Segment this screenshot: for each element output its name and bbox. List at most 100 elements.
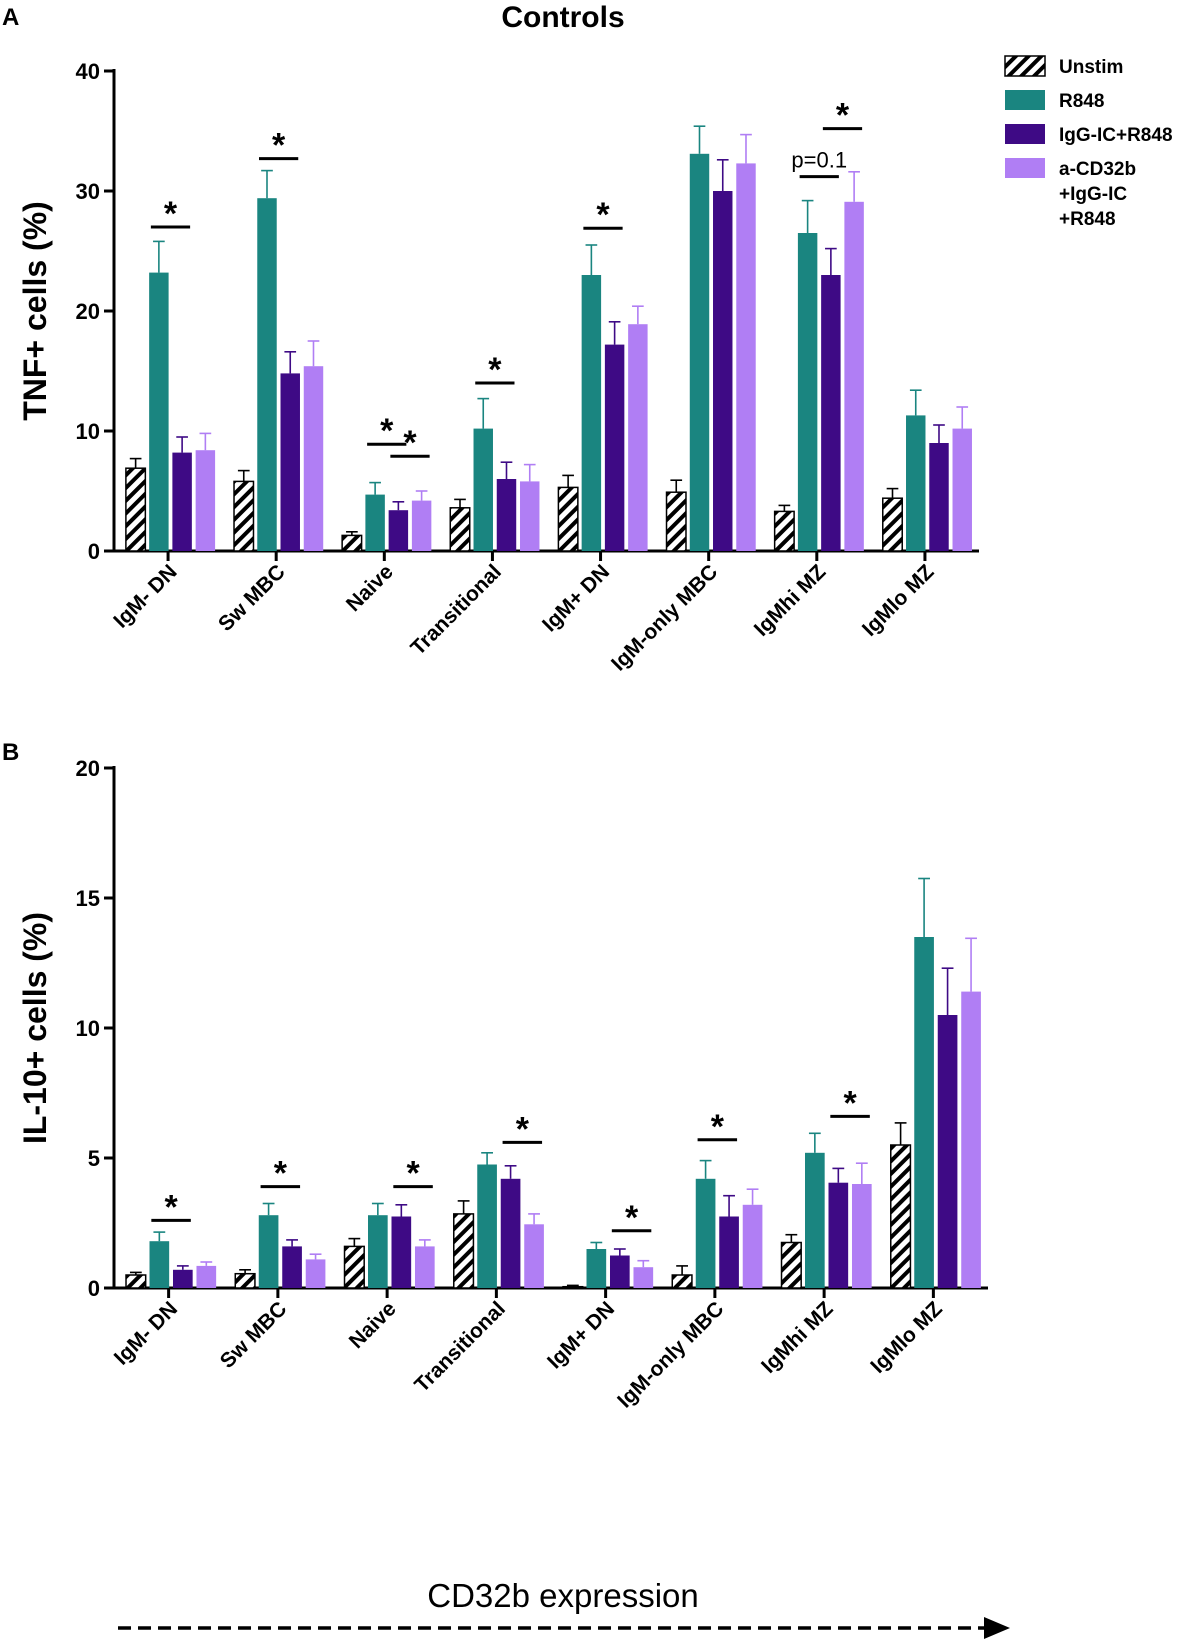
bar-igg-ic-r848-sw-mbc — [282, 1246, 302, 1288]
x-tick-label-naive: Naive — [342, 560, 398, 616]
y-tick-label: 20 — [76, 756, 100, 781]
significance-star: * — [380, 412, 394, 450]
bar-igg-ic-r848-sw-mbc — [280, 373, 300, 551]
x-tick-label-igm-only-mbc: IgM-only MBC — [607, 560, 722, 675]
significance-star: * — [164, 195, 178, 233]
legend-swatch-r848 — [1005, 90, 1045, 110]
y-tick-label: 10 — [76, 419, 100, 444]
significance-star: * — [836, 97, 850, 135]
significance-star: * — [711, 1108, 725, 1146]
x-tick-label-igm-dn: IgM- DN — [110, 1297, 182, 1369]
y-axis-label: IL-10+ cells (%) — [17, 912, 53, 1144]
bar-a-cd32b-igg-ic-r848-naive — [411, 500, 432, 551]
bar-r848-igm-only-mbc — [689, 153, 710, 552]
bar-igg-ic-r848-igm-dn — [609, 1255, 630, 1288]
significance-star: * — [596, 196, 610, 234]
bar-unstim-igm-only-mbc — [665, 491, 687, 552]
bar-igg-ic-r848-igm-dn — [604, 344, 625, 551]
x-tick-label-transitional: Transitional — [410, 1297, 510, 1397]
bar-r848-transitional — [473, 428, 493, 551]
legend-label-a-cd32b-igg-ic-r848: a-CD32b +IgG-IC +R848 — [1059, 159, 1136, 230]
bar-r848-transitional — [477, 1164, 497, 1288]
bar-igg-ic-r848-igm-only-mbc — [713, 191, 733, 551]
bar-igg-ic-r848-igmlo-mz — [929, 443, 949, 551]
bar-r848-igm-dn — [581, 275, 602, 551]
significance-star: * — [406, 1155, 420, 1193]
x-tick-label-sw-mbc: Sw MBC — [214, 560, 290, 636]
y-tick-label: 0 — [88, 539, 100, 564]
bar-r848-igmhi-mz — [797, 233, 818, 551]
legend-swatch-a-cd32b-igg-ic-r848 — [1005, 158, 1045, 178]
x-tick-label-igmlo-mz: IgMlo MZ — [858, 560, 939, 641]
x-tick-label-igm-dn: IgM+ DN — [538, 560, 614, 636]
bar-unstim-igmhi-mz — [780, 1241, 802, 1289]
arrow-head-icon — [984, 1617, 1010, 1639]
legend-swatch-igg-ic-r848 — [1005, 124, 1045, 144]
bar-unstim-naive — [341, 534, 363, 552]
bar-unstim-igmhi-mz — [773, 510, 795, 552]
bar-a-cd32b-igg-ic-r848-igm-dn — [633, 1267, 654, 1288]
y-tick-label: 0 — [88, 1276, 100, 1301]
bar-r848-igmlo-mz — [914, 937, 934, 1288]
bar-r848-igm-dn — [149, 1241, 170, 1288]
bar-unstim-igm-dn — [125, 467, 147, 552]
legend-label-igg-ic-r848: IgG-IC+R848 — [1059, 125, 1173, 146]
bar-igg-ic-r848-igmhi-mz — [828, 1182, 849, 1288]
chart-title: Controls — [501, 1, 624, 34]
significance-star: * — [274, 1155, 288, 1193]
significance-star: * — [272, 127, 286, 165]
y-tick-label: 15 — [76, 886, 100, 911]
panel-a-label: A — [2, 4, 19, 31]
bar-r848-sw-mbc — [258, 1215, 279, 1288]
bar-r848-sw-mbc — [257, 198, 277, 551]
bar-a-cd32b-igg-ic-r848-igmhi-mz — [851, 1184, 872, 1288]
bar-a-cd32b-igg-ic-r848-igm-only-mbc — [736, 163, 756, 551]
x-tick-label-naive: Naive — [345, 1297, 401, 1353]
bar-r848-naive — [368, 1215, 388, 1288]
bar-igg-ic-r848-igmhi-mz — [821, 275, 841, 551]
bar-unstim-igm-only-mbc — [671, 1274, 693, 1289]
significance-star: * — [403, 424, 417, 462]
y-tick-label: 10 — [76, 1016, 100, 1041]
y-tick-label: 40 — [76, 59, 100, 84]
bar-igg-ic-r848-igm-dn — [172, 1269, 193, 1288]
bar-igg-ic-r848-transitional — [496, 479, 517, 551]
x-tick-label-igmlo-mz: IgMlo MZ — [866, 1297, 947, 1378]
x-tick-label-igmhi-mz: IgMhi MZ — [757, 1297, 838, 1378]
il10-chart: 0 5 10 15 20 IL-10+ cells (%) IgM- DN Sw MBC Nai… — [17, 756, 988, 1413]
x-tick-label-igm-dn: IgM+ DN — [543, 1297, 619, 1373]
bar-a-cd32b-igg-ic-r848-naive — [414, 1246, 435, 1288]
bar-unstim-igm-dn — [125, 1274, 147, 1289]
significance-star: * — [488, 351, 502, 389]
significance-star: * — [843, 1084, 857, 1122]
bar-unstim-igmlo-mz — [882, 497, 903, 552]
arrow-label: CD32b expression — [427, 1577, 698, 1614]
bar-a-cd32b-igg-ic-r848-igmhi-mz — [844, 201, 864, 552]
bar-unstim-naive — [343, 1245, 365, 1289]
bar-r848-naive — [365, 494, 385, 551]
legend-label-r848: R848 — [1059, 91, 1104, 112]
bar-unstim-igmlo-mz — [890, 1144, 912, 1289]
bar-unstim-sw-mbc — [233, 480, 255, 552]
bar-unstim-igm-dn — [562, 1285, 584, 1289]
bar-a-cd32b-igg-ic-r848-sw-mbc — [305, 1259, 326, 1288]
bar-a-cd32b-igg-ic-r848-igm-only-mbc — [742, 1204, 763, 1288]
x-tick-label-igm-only-mbc: IgM-only MBC — [613, 1297, 728, 1412]
legend-swatch-unstim — [1004, 55, 1046, 77]
bar-a-cd32b-igg-ic-r848-sw-mbc — [303, 366, 324, 551]
bar-r848-igm-only-mbc — [695, 1178, 716, 1288]
bar-a-cd32b-igg-ic-r848-transitional — [520, 481, 540, 551]
bar-a-cd32b-igg-ic-r848-igm-dn — [628, 324, 648, 551]
x-tick-label-transitional: Transitional — [406, 560, 506, 660]
bar-r848-igmhi-mz — [805, 1152, 825, 1288]
bar-unstim-transitional — [453, 1213, 475, 1289]
y-tick-label: 30 — [76, 179, 100, 204]
significance-star: * — [625, 1199, 639, 1237]
x-tick-label-sw-mbc: Sw MBC — [216, 1297, 292, 1373]
bar-r848-igmlo-mz — [906, 415, 926, 551]
bar-igg-ic-r848-igm-only-mbc — [719, 1216, 739, 1288]
bar-unstim-transitional — [449, 507, 471, 552]
legend-label-unstim: Unstim — [1059, 57, 1123, 78]
significance-star: * — [516, 1110, 530, 1148]
